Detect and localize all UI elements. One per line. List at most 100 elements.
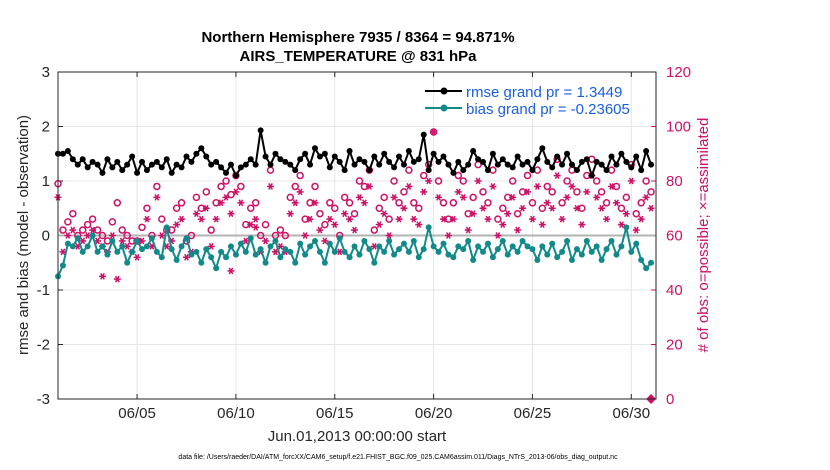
asterisk-stroke (584, 188, 590, 196)
rmse-point (623, 158, 630, 165)
x-axis-label: Jun.01,2013 00:00:00 start (268, 428, 447, 445)
bias-point (524, 243, 531, 250)
rmse-point (633, 153, 640, 160)
bias-point (287, 248, 294, 255)
rmse-point (396, 153, 403, 160)
obs-possible-point (370, 226, 379, 234)
asterisk-stroke (95, 237, 100, 245)
rmse-point (74, 161, 81, 168)
asterisk-stroke (446, 232, 451, 239)
obs-possible-point (242, 220, 250, 229)
rmse-point (598, 161, 605, 168)
rmse-point (163, 156, 170, 163)
asterisk-stroke (431, 128, 437, 136)
asterisk-stroke (619, 221, 624, 229)
bias-point (148, 235, 155, 242)
obs-possible-point (395, 199, 403, 207)
rmse-point (470, 148, 477, 155)
rmse-point (554, 153, 561, 160)
rmse-point (287, 161, 294, 168)
obs-possible-point (647, 188, 655, 196)
obs-possible-point (123, 231, 131, 240)
y-right-tick-label: 120 (666, 64, 691, 81)
asterisk-stroke (505, 210, 511, 218)
rmse-point (114, 158, 121, 165)
asterisk-stroke (401, 204, 407, 212)
bias-point (564, 237, 571, 244)
obs-assimilated-point (321, 237, 329, 245)
asterisk-stroke (154, 193, 160, 201)
obs-possible-point (98, 231, 107, 240)
rmse-point (628, 164, 635, 171)
asterisk-stroke (297, 188, 303, 196)
asterisk-stroke (381, 210, 387, 218)
obs-possible-point (108, 218, 117, 226)
bias-point (198, 259, 205, 266)
obs-possible-point (177, 199, 186, 207)
obs-possible-point (331, 204, 339, 212)
obs-possible-point (464, 209, 472, 218)
bias-point (134, 237, 141, 244)
bias-point (435, 248, 442, 255)
obs-assimilated-point (425, 177, 433, 185)
rmse-point (445, 161, 452, 168)
asterisk-stroke (564, 193, 570, 201)
y-tick-label: 1 (42, 173, 50, 190)
obs-assimilated-point (395, 215, 403, 223)
bias-point (326, 240, 333, 247)
obs-possible-point (380, 193, 388, 202)
rmse-point (143, 167, 150, 174)
rmse-point (188, 158, 195, 165)
bias-point (69, 243, 76, 250)
obs-possible-point (237, 182, 245, 191)
obs-possible-point (410, 199, 418, 207)
rmse-point (386, 158, 393, 165)
rmse-point (568, 161, 575, 168)
rmse-point (381, 150, 388, 157)
obs-assimilated-point (237, 199, 245, 207)
asterisk-stroke (238, 199, 244, 207)
obs-possible-point (64, 218, 72, 226)
bias-point (79, 248, 86, 255)
bias-point (119, 243, 126, 250)
bias-point (74, 235, 81, 242)
asterisk-stroke (307, 215, 313, 223)
asterisk-stroke (633, 226, 639, 234)
rmse-point (178, 164, 185, 171)
y-right-tick-label: 60 (666, 228, 683, 245)
bias-point (277, 254, 284, 261)
x-tick-label: 06/30 (613, 405, 651, 422)
bias-point (386, 237, 393, 244)
asterisk-stroke (495, 232, 501, 239)
obs-possible-point (429, 128, 438, 136)
rmse-point (336, 158, 343, 165)
obs-possible-point (281, 231, 290, 240)
asterisk-stroke (134, 253, 140, 261)
bias-point (410, 237, 417, 244)
asterisk-stroke (510, 193, 516, 201)
obs-assimilated-point (464, 226, 472, 234)
rmse-point (267, 161, 274, 168)
obs-possible-point (202, 188, 211, 196)
asterisk-stroke (525, 188, 530, 196)
obs-possible-point (286, 193, 295, 202)
obs-assimilated-point (593, 193, 601, 201)
asterisk-stroke (248, 221, 254, 229)
rmse-point (549, 164, 556, 171)
asterisk-stroke (327, 215, 333, 223)
asterisk-stroke (139, 237, 145, 245)
bias-point (346, 254, 353, 261)
bias-point (168, 246, 175, 253)
bias-point (425, 224, 432, 231)
bias-point (227, 243, 234, 250)
rmse-point (539, 145, 546, 152)
obs-assimilated-point (108, 232, 116, 239)
asterisk-stroke (475, 177, 481, 185)
rmse-point (134, 169, 141, 176)
rmse-point (613, 161, 620, 168)
obs-possible-point (597, 188, 606, 196)
obs-assimilated-point (143, 215, 151, 223)
obs-assimilated-point (484, 215, 492, 223)
bias-point (247, 235, 254, 242)
rmse-point (124, 161, 131, 168)
